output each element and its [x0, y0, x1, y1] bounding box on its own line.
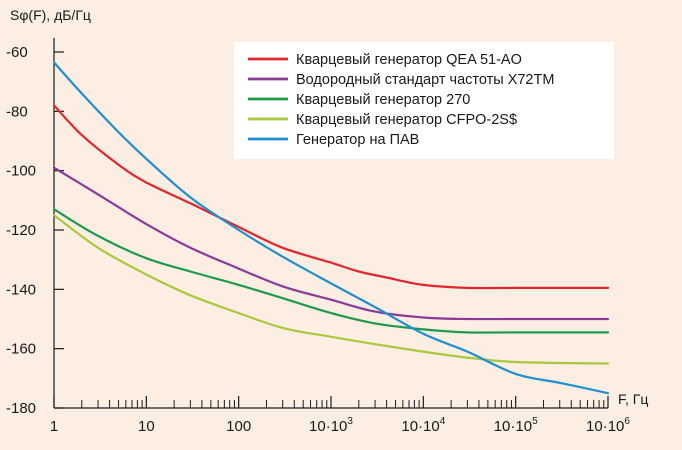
- series-line: [52, 208, 610, 334]
- series-line: [52, 104, 610, 290]
- y-axis-label: Sφ(F), дБ/Гц: [10, 7, 91, 23]
- x-tick-label: 10·106: [586, 416, 630, 435]
- series-line: [52, 214, 610, 365]
- series-line: [52, 61, 610, 395]
- x-tick-label: 1: [50, 418, 58, 435]
- x-tick-label: 10·105: [494, 416, 538, 435]
- y-tick-label: -120: [6, 222, 36, 239]
- legend-entry-label: Кварцевый генератор QEA 51-AO: [296, 52, 522, 68]
- series-lines-group: [52, 61, 610, 395]
- legend: Кварцевый генератор QEA 51-AO Водородный …: [234, 42, 614, 159]
- legend-entry-label: Водородный стандарт частоты Х72ТМ: [296, 72, 554, 88]
- y-tick-label: -180: [6, 400, 36, 417]
- y-tick-label: -160: [6, 341, 36, 358]
- y-tick-label: -80: [6, 103, 28, 120]
- y-tick-label: -140: [6, 281, 36, 298]
- legend-entry-label: Кварцевый генератор CFPO-2S$: [296, 112, 517, 128]
- legend-box: [234, 42, 614, 159]
- x-ticks-group: 1 10 100 10·103 10·104 10·105 10·106: [50, 396, 630, 435]
- x-tick-label: 10: [138, 418, 155, 435]
- y-tick-label: -60: [6, 44, 28, 61]
- series-line: [52, 166, 610, 321]
- x-tick-label: 10·103: [309, 416, 353, 435]
- y-tick-label: -100: [6, 163, 36, 180]
- x-tick-label: 10·104: [401, 416, 445, 435]
- x-axis-label: F, Гц: [618, 391, 648, 407]
- x-tick-label: 100: [226, 418, 251, 435]
- y-ticks-group: -60 -80 -100 -120 -140 -160 -180: [6, 44, 64, 417]
- legend-entry-label: Генератор на ПАВ: [296, 132, 419, 148]
- legend-entry-label: Кварцевый генератор 270: [296, 92, 470, 108]
